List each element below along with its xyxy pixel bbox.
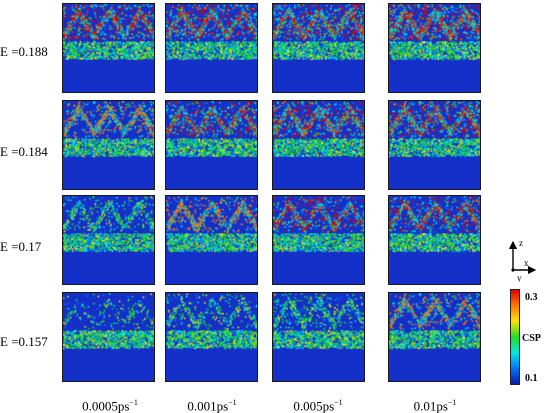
col-label-value: 0.01ps bbox=[413, 398, 448, 413]
y-axis-label: y bbox=[517, 273, 522, 282]
axes-indicator: z x y bbox=[508, 238, 537, 282]
csp-map bbox=[389, 196, 480, 284]
csp-map bbox=[389, 293, 480, 381]
csp-map bbox=[63, 293, 154, 381]
panel-r4-c3 bbox=[272, 292, 365, 382]
col-label-value: 0.005ps bbox=[293, 398, 335, 413]
panel-r4-c1 bbox=[62, 292, 155, 382]
row-label-strain-0157: Ε =0.157 bbox=[0, 334, 48, 349]
csp-map bbox=[166, 293, 257, 381]
csp-map bbox=[63, 4, 154, 92]
col-label-value: 0.001ps bbox=[187, 398, 229, 413]
panel-r1-c3 bbox=[272, 3, 365, 93]
panel-r1-c4 bbox=[388, 3, 481, 93]
col-label-value: 0.0005ps bbox=[82, 398, 130, 413]
panel-r3-c3 bbox=[272, 195, 365, 285]
csp-map bbox=[389, 4, 480, 92]
col-label-exponent: −1 bbox=[129, 398, 138, 407]
col-label-rate-001: 0.01ps−1 bbox=[385, 396, 485, 413]
col-label-rate-00005: 0.0005ps−1 bbox=[60, 396, 160, 413]
csp-map bbox=[166, 196, 257, 284]
csp-map bbox=[166, 4, 257, 92]
row-label-strain-017: Ε =0.17 bbox=[0, 239, 42, 254]
col-label-exponent: −1 bbox=[447, 398, 457, 407]
csp-map bbox=[63, 101, 154, 189]
colorbar-max-label: 0.3 bbox=[525, 292, 538, 303]
csp-map bbox=[389, 101, 480, 189]
col-label-exponent: −1 bbox=[228, 398, 237, 407]
csp-colorbar bbox=[510, 289, 520, 385]
colorbar-title: CSP bbox=[522, 333, 541, 344]
x-axis-label: x bbox=[524, 258, 529, 268]
csp-map bbox=[273, 293, 364, 381]
panel-r2-c3 bbox=[272, 100, 365, 190]
panel-r2-c2 bbox=[165, 100, 258, 190]
csp-map bbox=[166, 101, 257, 189]
panel-r3-c2 bbox=[165, 195, 258, 285]
panel-r1-c2 bbox=[165, 3, 258, 93]
csp-map bbox=[273, 196, 364, 284]
row-label-strain-0184: Ε =0.184 bbox=[0, 144, 48, 159]
col-label-rate-0001: 0.001ps−1 bbox=[162, 396, 262, 413]
panel-r4-c2 bbox=[165, 292, 258, 382]
y-axis-origin bbox=[511, 268, 515, 272]
z-axis-label: z bbox=[519, 238, 523, 248]
csp-map bbox=[273, 4, 364, 92]
panel-r1-c1 bbox=[62, 3, 155, 93]
panel-r2-c4 bbox=[388, 100, 481, 190]
col-label-rate-0005: 0.005ps−1 bbox=[268, 396, 368, 413]
panel-r2-c1 bbox=[62, 100, 155, 190]
csp-map bbox=[273, 101, 364, 189]
colorbar-min-label: 0.1 bbox=[525, 373, 538, 384]
panel-r4-c4 bbox=[388, 292, 481, 382]
col-label-exponent: −1 bbox=[334, 398, 343, 407]
csp-map bbox=[63, 196, 154, 284]
panel-r3-c4 bbox=[388, 195, 481, 285]
panel-r3-c1 bbox=[62, 195, 155, 285]
row-label-strain-0188: Ε =0.188 bbox=[0, 44, 48, 59]
